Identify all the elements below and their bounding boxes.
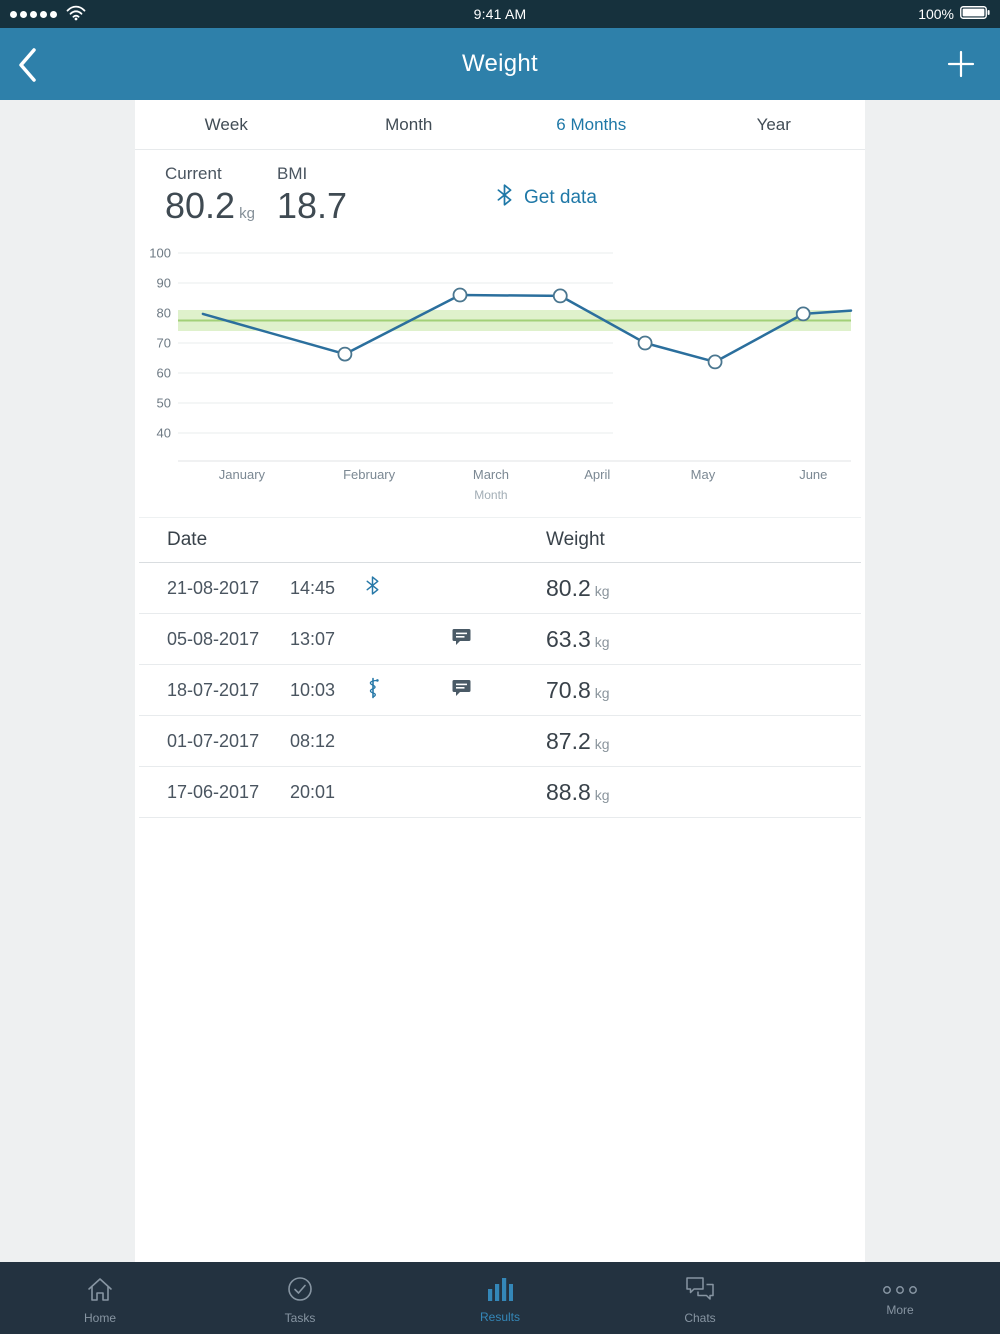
tab-year[interactable]: Year [683,100,866,149]
battery-percent: 100% [918,6,954,22]
more-icon [882,1283,918,1298]
svg-text:100: 100 [149,246,171,261]
summary-row: Current 80.2 kg BMI 18.7 Get data [135,150,865,245]
svg-text:April: April [584,467,610,482]
table-header: Date Weight [139,518,861,563]
status-bar: 9:41 AM 100% [0,0,1000,28]
current-label: Current [165,164,222,183]
svg-text:January: January [219,467,266,482]
svg-text:60: 60 [157,366,171,381]
svg-text:80: 80 [157,306,171,321]
row-date: 21-08-2017 [167,577,260,598]
row-weight: 63.3 kg [546,625,610,652]
page-title: Weight [461,50,539,77]
svg-text:March: March [473,467,509,482]
main-content: Week Month 6 Months Year Current 80.2 kg BMI… [0,100,1000,1262]
chevron-left-icon [16,48,38,87]
svg-text:February: February [343,467,396,482]
row-date: 18-07-2017 [167,679,260,700]
nav-bar: Weight [0,28,1000,100]
tab-month[interactable]: Month [318,100,501,149]
weight-card: Week Month 6 Months Year Current 80.2 kg BMI… [135,100,865,1262]
wifi-icon [66,5,86,24]
current-weight-stat: Current 80.2 kg [165,164,277,229]
table-body: 21-08-2017 14:45 80.2 kg 05-08-2017 13:07 63.3… [139,563,861,818]
tab-week[interactable]: Week [135,100,318,149]
row-source-icon-cell [366,576,452,600]
row-weight: 88.8 kg [546,778,610,805]
tab-bar-item-more[interactable]: More [800,1262,1000,1334]
current-value: 80.2 kg [165,185,255,226]
svg-text:40: 40 [157,426,171,441]
row-date: 01-07-2017 [167,730,260,751]
table-row[interactable]: 17-06-2017 20:01 88.8 kg [139,767,861,818]
row-date: 17-06-2017 [167,781,260,802]
tab-bar-label: Home [83,1311,116,1325]
tab-bar-item-home[interactable]: Home [0,1262,200,1334]
table-row[interactable]: 21-08-2017 14:45 80.2 kg [139,563,861,614]
back-button[interactable] [14,44,40,89]
cell-signal-icon [10,10,57,18]
battery-icon [960,6,990,22]
status-right: 100% [770,6,990,22]
row-note-icon-cell [452,679,546,701]
row-source-icon-cell [366,677,452,704]
svg-text:50: 50 [157,396,171,411]
bmi-label: BMI [277,164,308,183]
home-icon [85,1275,115,1306]
svg-text:June: June [799,467,827,482]
results-icon [487,1276,513,1305]
bluetooth-icon [497,184,512,212]
table-row[interactable]: 01-07-2017 08:12 87.2 kg [139,716,861,767]
tab-bar-label: Chats [684,1310,716,1325]
bmi-value: 18.7 [277,185,348,226]
row-date: 05-08-2017 [167,628,260,649]
tasks-icon [286,1275,314,1306]
status-time: 9:41 AM [473,6,527,22]
get-data-label: Get data [524,187,597,208]
row-weight: 87.2 kg [546,727,610,754]
tab-bar-label: Tasks [284,1311,316,1325]
period-tabs: Week Month 6 Months Year [135,100,865,150]
row-weight: 70.8 kg [546,676,610,703]
bluetooth-icon [366,576,379,600]
row-time: 08:12 [290,730,336,751]
svg-text:70: 70 [157,336,171,351]
bmi-stat: BMI 18.7 [277,164,397,229]
chats-icon [684,1276,716,1306]
tab-6-months[interactable]: 6 Months [500,100,683,149]
tab-bar-item-chats[interactable]: Chats [600,1262,800,1334]
svg-text:Month: Month [474,488,507,502]
row-time: 13:07 [290,628,336,649]
plus-icon [946,50,976,82]
tab-bar-label: More [886,1303,914,1317]
col-date: Date [167,529,208,550]
comment-icon [452,679,471,701]
row-time: 10:03 [290,679,336,700]
col-weight: Weight [546,529,605,550]
add-measurement-button[interactable] [946,49,976,82]
row-note-icon-cell [452,628,546,650]
medical-icon [366,677,380,704]
status-left [10,5,230,24]
svg-text:May: May [691,467,716,482]
tab-bar-item-results[interactable]: Results [400,1262,600,1334]
tab-bar-item-tasks[interactable]: Tasks [200,1262,400,1334]
bottom-tab-bar: Home Tasks Results Chats More [0,1262,1000,1334]
row-time: 20:01 [290,781,336,802]
row-time: 14:45 [290,577,336,598]
weight-chart: 100 90 80 70 60 50 40 January February March April… [135,245,865,517]
table-row[interactable]: 05-08-2017 13:07 63.3 kg [139,614,861,665]
measurements-table: Date Weight 21-08-2017 14:45 80.2 kg 05-08-2… [139,517,861,818]
row-weight: 80.2 kg [546,574,610,601]
current-unit: kg [239,205,255,222]
tab-bar-label: Results [479,1310,520,1324]
comment-icon [452,628,471,650]
svg-text:90: 90 [157,276,171,291]
table-row[interactable]: 18-07-2017 10:03 70.8 kg [139,665,861,716]
get-data-button[interactable]: Get data [497,182,597,214]
